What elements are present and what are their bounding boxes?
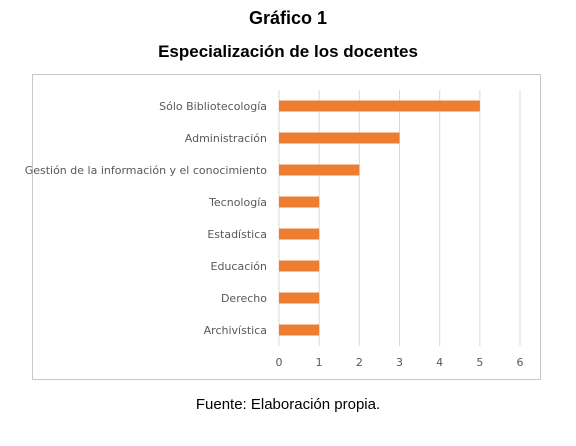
bar [279,132,400,144]
x-tick-label: 4 [436,356,443,369]
chart-title: Especialización de los docentes [158,42,418,61]
category-label: Educación [211,260,268,273]
category-label: Derecho [221,292,267,305]
bar [279,228,320,240]
category-label: Tecnología [208,196,267,209]
category-label: Estadística [207,228,267,241]
x-tick-label: 6 [517,356,524,369]
bar [279,196,320,208]
category-label: Archivística [204,324,267,337]
x-tick-label: 3 [396,356,403,369]
category-label: Administración [185,132,267,145]
bar [279,292,320,304]
source-note: Fuente: Elaboración propia. [195,396,381,413]
figure-label: Gráfico 1 [248,8,328,28]
bar [279,164,360,176]
x-tick-label: 1 [316,356,323,369]
x-tick-label: 2 [356,356,363,369]
bar [279,324,320,336]
category-label: Gestión de la información y el conocimie… [25,164,268,177]
category-label: Sólo Bibliotecología [159,100,267,113]
x-tick-label: 5 [476,356,483,369]
bar [279,100,480,112]
x-tick-label: 0 [276,356,283,369]
bar [279,260,320,272]
